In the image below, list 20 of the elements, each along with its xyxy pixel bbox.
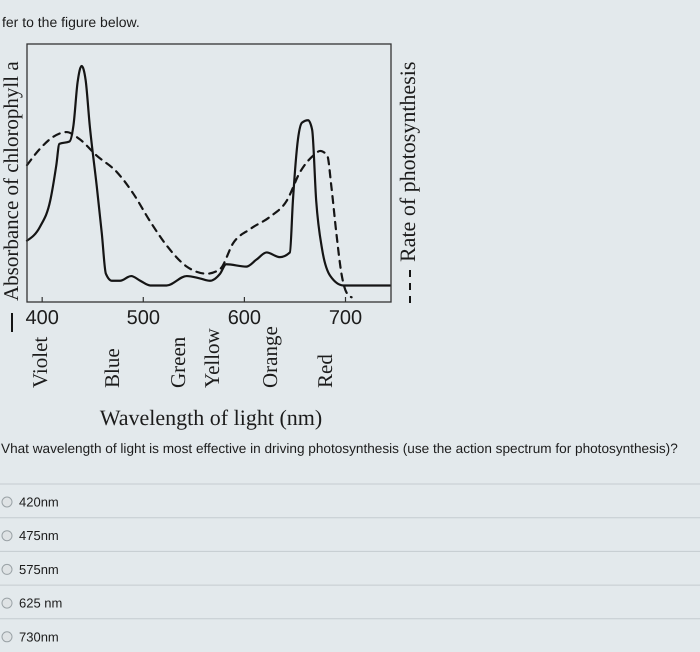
x-tick-label: 700 <box>328 307 362 329</box>
x-tick-label: 600 <box>228 307 262 329</box>
text: Red <box>313 354 337 388</box>
chart-title: fer to the figure below. <box>2 14 140 30</box>
text: Orange <box>258 326 282 388</box>
text: 420nm <box>19 494 59 510</box>
y-axis-title: Absorbance of chlorophyll a <box>0 60 23 301</box>
text: 575nm <box>19 562 59 577</box>
x-tick-label: 500 <box>126 307 160 329</box>
text: 730nm <box>19 629 59 644</box>
text: Violet <box>28 336 52 388</box>
y2-axis-title: Rate of photosynthesis <box>395 62 420 262</box>
x-tick-label: 400 <box>25 307 59 329</box>
text: 625 nm <box>19 596 62 611</box>
text: Yellow <box>200 327 224 388</box>
text: Blue <box>100 348 124 388</box>
text: 475nm <box>19 528 59 544</box>
text: Vhat wavelength of light is most effective in driving photosynthesis (use the action spectrum for photosynthesis)? <box>1 441 678 456</box>
x-axis-title: Wavelength of light (nm) <box>100 405 322 430</box>
text: Green <box>166 336 190 388</box>
